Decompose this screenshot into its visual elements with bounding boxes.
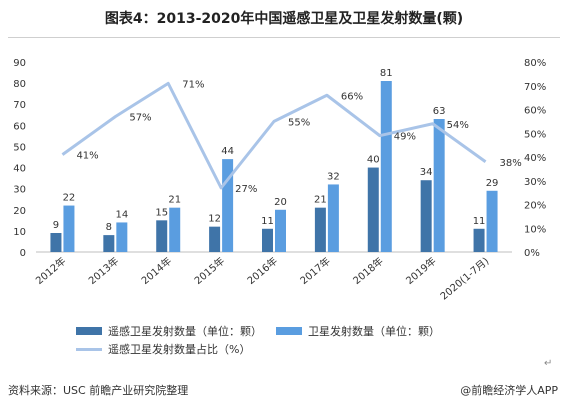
bar-remote-sensing [367,167,379,252]
share-point-label: 55% [288,117,310,128]
share-line [61,81,487,190]
bar-satellite-label: 63 [433,106,446,117]
legend-label-share: 遥感卫星发射数量占比（%） [108,343,251,356]
bar-remote-sensing-label: 15 [155,207,168,218]
y-left-tick-label: 0 [20,248,26,259]
y-left-tick-label: 60 [13,121,26,132]
x-tick-label: 2018年 [350,254,386,287]
legend-item-satellite: 卫星发射数量（单位：颗） [276,323,440,339]
legend-item-remote: 遥感卫星发射数量（单位：颗） [76,323,262,339]
bar-satellite-label: 81 [380,68,393,79]
share-point-label: 66% [341,91,363,102]
x-tick-label: 2016年 [244,254,280,287]
bar-remote-sensing [314,207,326,252]
share-point-label: 57% [129,113,151,124]
x-tick-label: 2013年 [86,254,122,287]
bar-satellite [63,205,75,252]
bar-remote-sensing [262,228,273,252]
bar-satellite [380,81,392,252]
y-left-tick-label: 40 [13,164,26,175]
legend-swatch-remote [76,327,102,335]
share-point-label: 38% [500,158,522,169]
y-left-tick-label: 90 [13,58,26,69]
legend-label-satellite: 卫星发射数量（单位：颗） [308,325,440,338]
y-right-tick-label: 20% [524,201,546,212]
bar-satellite [275,209,286,252]
x-tick-label: 2012年 [33,254,69,287]
y-left-tick-label: 80 [13,79,26,90]
y-right-tick-label: 70% [524,82,546,93]
x-tick-label: 2014年 [139,254,175,287]
share-point-label: 27% [235,184,257,195]
share-point-label: 49% [394,132,416,143]
x-tick-label: 2017年 [297,254,333,287]
bar-satellite-label: 20 [274,197,287,208]
bar-satellite-label: 14 [115,209,128,220]
bar-remote-sensing-label: 9 [53,220,59,231]
x-tick-label: 2015年 [192,254,228,287]
legend-label-remote: 遥感卫星发射数量（单位：颗） [108,325,262,338]
bar-remote-sensing [473,228,485,252]
bar-satellite [327,184,339,252]
bar-remote-sensing [103,235,115,252]
bar-remote-sensing [209,226,221,252]
y-right-tick-label: 60% [524,106,546,117]
share-point-label: 71% [182,79,204,90]
y-right-tick-label: 40% [524,153,546,164]
bar-satellite-label: 22 [63,193,76,204]
bar-satellite-label: 29 [486,178,499,189]
share-point-label: 54% [447,120,469,131]
y-right-tick-label: 10% [524,224,546,235]
y-left-tick-label: 20 [13,206,26,217]
share-point-label: 41% [76,151,98,162]
bar-remote-sensing-label: 34 [420,167,433,178]
y-right-tick-label: 50% [524,129,546,140]
legend-swatch-share [76,347,102,351]
bar-remote-sensing [50,233,62,252]
return-mark: ↵ [544,358,553,369]
bar-remote-sensing-label: 21 [314,195,327,206]
bar-remote-sensing-label: 12 [208,214,221,225]
x-tick-label: 2020(1-7月) [438,255,491,303]
bar-satellite [116,222,128,252]
bar-remote-sensing-label: 11 [473,216,486,227]
y-right-tick-label: 0% [524,248,540,259]
y-left-tick-label: 50 [13,142,26,153]
bar-satellite [222,159,234,252]
chart: 0 10 20 30 40 50 60 70 80 90 0% 10% 20% 30% 40% 50% 60% 7… [13,58,546,303]
bar-satellite-label: 21 [168,195,181,206]
credit-note: @前瞻经济学人APP [460,384,558,397]
y-right-tick-label: 80% [524,58,546,69]
bar-remote-sensing-label: 11 [261,216,274,227]
bar-satellite [433,119,445,252]
bar-remote-sensing-label: 8 [106,222,112,233]
y-left-tick-label: 10 [13,227,26,238]
source-note: 资料来源：USC 前瞻产业研究院整理 [8,384,189,397]
bar-satellite-label: 32 [327,171,340,182]
bar-remote-sensing-label: 40 [367,155,380,166]
page-title: 图表4：2013-2020年中国遥感卫星及卫星发射数量(颗) [104,11,464,27]
y-left-tick-label: 30 [13,185,26,196]
legend-swatch-satellite [276,327,302,335]
bar-satellite [169,207,181,252]
bar-remote-sensing [156,220,168,252]
title-divider [8,37,560,38]
legend: 遥感卫星发射数量（单位：颗） 卫星发射数量（单位：颗） 遥感卫星发射数量占比（%… [76,322,496,358]
bar-remote-sensing [420,180,432,252]
y-right-tick-label: 30% [524,177,546,188]
x-tick-label: 2019年 [403,254,439,287]
y-left-tick-label: 70 [13,100,26,111]
bar-satellite-label: 44 [221,146,234,157]
bar-satellite [486,190,498,252]
legend-item-share: 遥感卫星发射数量占比（%） [76,341,250,357]
